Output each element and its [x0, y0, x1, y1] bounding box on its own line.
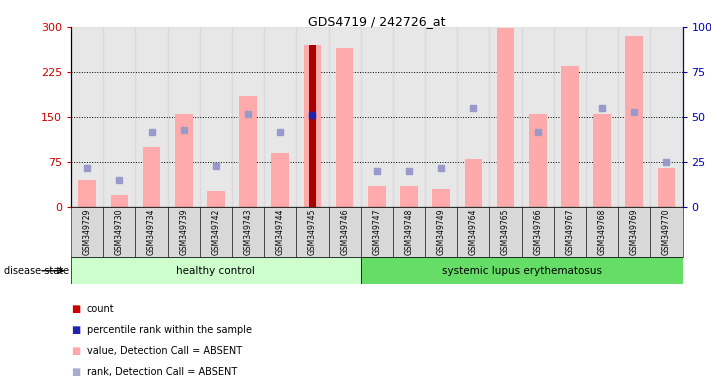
- Text: value, Detection Call = ABSENT: value, Detection Call = ABSENT: [87, 346, 242, 356]
- Bar: [232, 27, 264, 207]
- Bar: [200, 207, 232, 257]
- Text: GSM349770: GSM349770: [662, 209, 671, 255]
- Bar: [232, 207, 264, 257]
- Text: GSM349768: GSM349768: [598, 209, 606, 255]
- Bar: [554, 27, 586, 207]
- Bar: [425, 27, 457, 207]
- Text: GSM349747: GSM349747: [373, 209, 381, 255]
- Bar: [651, 207, 683, 257]
- Bar: [522, 207, 554, 257]
- Bar: [425, 207, 457, 257]
- Bar: [360, 257, 683, 284]
- Bar: [529, 114, 547, 207]
- Text: GSM349749: GSM349749: [437, 209, 446, 255]
- Bar: [78, 180, 96, 207]
- Text: ■: ■: [71, 346, 80, 356]
- Bar: [200, 27, 232, 207]
- Bar: [207, 191, 225, 207]
- Text: ■: ■: [71, 367, 80, 377]
- Text: disease state: disease state: [4, 266, 69, 276]
- Bar: [336, 48, 353, 207]
- Bar: [400, 186, 418, 207]
- Text: rank, Detection Call = ABSENT: rank, Detection Call = ABSENT: [87, 367, 237, 377]
- Bar: [168, 207, 200, 257]
- Text: healthy control: healthy control: [176, 266, 255, 276]
- Bar: [464, 159, 482, 207]
- Bar: [309, 45, 316, 207]
- Bar: [71, 257, 360, 284]
- Text: GSM349743: GSM349743: [244, 209, 252, 255]
- Text: GSM349744: GSM349744: [276, 209, 285, 255]
- Bar: [360, 207, 393, 257]
- Bar: [457, 27, 489, 207]
- Bar: [593, 114, 611, 207]
- Bar: [368, 186, 385, 207]
- Bar: [489, 27, 522, 207]
- Bar: [168, 27, 200, 207]
- Text: GSM349746: GSM349746: [340, 209, 349, 255]
- Bar: [554, 207, 586, 257]
- Text: GSM349767: GSM349767: [565, 209, 574, 255]
- Bar: [561, 66, 579, 207]
- Text: ■: ■: [71, 325, 80, 335]
- Bar: [360, 27, 393, 207]
- Bar: [296, 207, 328, 257]
- Bar: [393, 27, 425, 207]
- Bar: [393, 207, 425, 257]
- Bar: [497, 28, 514, 207]
- Bar: [457, 207, 489, 257]
- Bar: [110, 195, 128, 207]
- Bar: [651, 27, 683, 207]
- Bar: [489, 207, 522, 257]
- Text: GSM349748: GSM349748: [405, 209, 414, 255]
- Bar: [626, 36, 643, 207]
- Text: GSM349745: GSM349745: [308, 209, 317, 255]
- Text: GSM349730: GSM349730: [115, 209, 124, 255]
- Bar: [264, 27, 296, 207]
- Bar: [586, 207, 618, 257]
- Bar: [136, 207, 168, 257]
- Bar: [264, 207, 296, 257]
- Text: GSM349769: GSM349769: [630, 209, 638, 255]
- Bar: [143, 147, 161, 207]
- Text: GDS4719 / 242726_at: GDS4719 / 242726_at: [308, 15, 446, 28]
- Bar: [304, 45, 321, 207]
- Text: GSM349742: GSM349742: [211, 209, 220, 255]
- Bar: [239, 96, 257, 207]
- Bar: [618, 207, 651, 257]
- Bar: [71, 27, 103, 207]
- Text: GSM349764: GSM349764: [469, 209, 478, 255]
- Bar: [432, 189, 450, 207]
- Text: count: count: [87, 304, 114, 314]
- Text: GSM349765: GSM349765: [501, 209, 510, 255]
- Bar: [522, 27, 554, 207]
- Bar: [136, 27, 168, 207]
- Bar: [328, 207, 360, 257]
- Text: percentile rank within the sample: percentile rank within the sample: [87, 325, 252, 335]
- Text: GSM349734: GSM349734: [147, 209, 156, 255]
- Bar: [103, 27, 136, 207]
- Bar: [658, 168, 675, 207]
- Text: systemic lupus erythematosus: systemic lupus erythematosus: [442, 266, 602, 276]
- Bar: [618, 27, 651, 207]
- Bar: [586, 27, 618, 207]
- Bar: [296, 27, 328, 207]
- Bar: [71, 207, 103, 257]
- Text: GSM349729: GSM349729: [82, 209, 92, 255]
- Text: ■: ■: [71, 304, 80, 314]
- Bar: [103, 207, 136, 257]
- Bar: [272, 153, 289, 207]
- Bar: [328, 27, 360, 207]
- Bar: [175, 114, 193, 207]
- Text: GSM349739: GSM349739: [179, 209, 188, 255]
- Text: GSM349766: GSM349766: [533, 209, 542, 255]
